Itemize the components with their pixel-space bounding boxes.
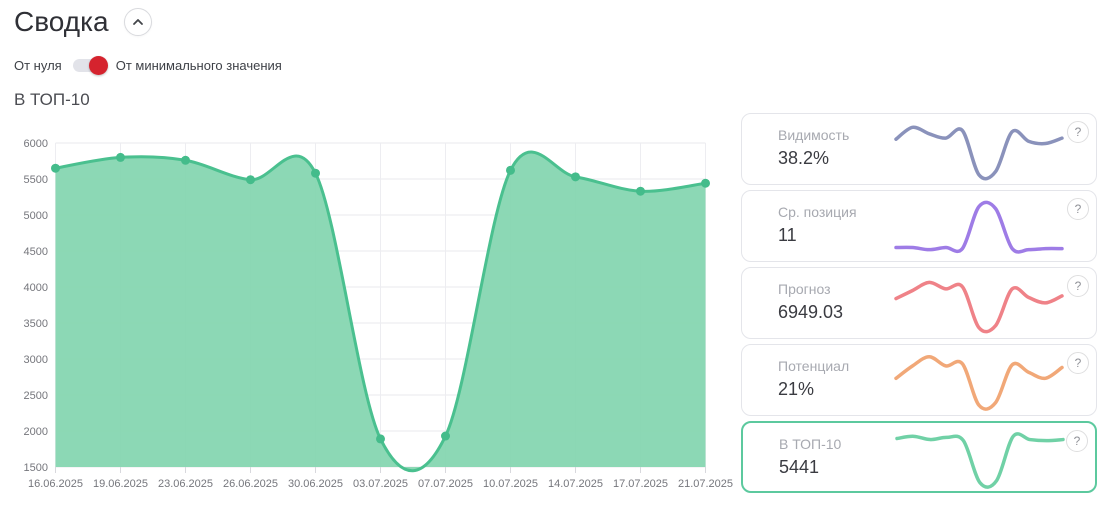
- svg-text:16.06.2025: 16.06.2025: [28, 478, 83, 490]
- switch-knob[interactable]: [88, 56, 108, 75]
- metric-label: Ср. позиция: [778, 204, 857, 220]
- svg-text:1500: 1500: [24, 462, 48, 474]
- svg-text:21.07.2025: 21.07.2025: [678, 478, 733, 490]
- metric-card-top10[interactable]: В ТОП-10 5441 ?: [741, 421, 1097, 493]
- svg-text:2500: 2500: [24, 390, 48, 402]
- metric-label: Потенциал: [778, 358, 850, 374]
- visibility-sparkline: [894, 125, 1064, 181]
- svg-text:19.06.2025: 19.06.2025: [93, 478, 148, 490]
- svg-text:14.07.2025: 14.07.2025: [548, 478, 603, 490]
- metric-value: 11: [778, 225, 797, 245]
- metric-value: 38.2%: [778, 148, 830, 168]
- svg-text:5500: 5500: [24, 174, 48, 186]
- svg-text:4500: 4500: [24, 246, 48, 258]
- toggle-label-from-zero[interactable]: От нуля: [14, 58, 62, 73]
- svg-text:17.07.2025: 17.07.2025: [613, 478, 668, 490]
- chevron-up-icon: [132, 19, 143, 25]
- toggle-label-from-min[interactable]: От минимального значения: [115, 58, 282, 73]
- svg-text:07.07.2025: 07.07.2025: [418, 478, 473, 490]
- metric-label: Видимость: [778, 127, 850, 143]
- svg-text:6000: 6000: [24, 138, 48, 150]
- chart-title: В ТОП-10: [14, 90, 90, 109]
- metric-value: 6949.03: [778, 302, 844, 322]
- metric-card-visibility[interactable]: Видимость 38.2% ?: [741, 113, 1097, 185]
- svg-text:5000: 5000: [24, 210, 48, 222]
- help-icon[interactable]: ?: [1066, 430, 1088, 452]
- help-icon[interactable]: ?: [1067, 198, 1089, 220]
- metric-value: 21%: [778, 379, 815, 399]
- scale-mode-switch[interactable]: [72, 56, 108, 75]
- help-icon[interactable]: ?: [1067, 275, 1089, 297]
- svg-text:3500: 3500: [24, 318, 48, 330]
- help-icon[interactable]: ?: [1067, 121, 1089, 143]
- svg-text:23.06.2025: 23.06.2025: [158, 478, 213, 490]
- svg-text:30.06.2025: 30.06.2025: [288, 478, 343, 490]
- metric-card-potential[interactable]: Потенциал 21% ?: [741, 344, 1097, 416]
- metric-card-forecast[interactable]: Прогноз 6949.03 ?: [741, 267, 1097, 339]
- potential-sparkline: [894, 354, 1064, 411]
- collapse-section-button[interactable]: [123, 8, 152, 36]
- scale-mode-toggle-row: От нуля От минимального значения: [14, 56, 282, 75]
- metric-value: 5441: [779, 457, 820, 477]
- metric-label: Прогноз: [778, 281, 831, 297]
- top10-sparkline: [895, 432, 1065, 489]
- help-icon[interactable]: ?: [1067, 352, 1089, 374]
- page-title: Сводка: [14, 6, 109, 37]
- page-header: Сводка: [14, 6, 152, 38]
- top10-area-chart[interactable]: 1500 2000 2500 3000 3500 4000 4500 5000 5500 6000…: [0, 130, 740, 508]
- metric-label: В ТОП-10: [779, 436, 842, 452]
- svg-text:03.07.2025: 03.07.2025: [353, 478, 408, 490]
- svg-text:3000: 3000: [24, 354, 48, 366]
- svg-text:4000: 4000: [24, 282, 48, 294]
- svg-text:26.06.2025: 26.06.2025: [223, 478, 278, 490]
- avg-position-sparkline: [894, 200, 1064, 254]
- svg-text:10.07.2025: 10.07.2025: [483, 478, 538, 490]
- metric-cards: Видимость 38.2% ? Ср. позиция 11 ? Прогн…: [741, 113, 1097, 493]
- forecast-sparkline: [894, 280, 1064, 334]
- svg-text:2000: 2000: [24, 426, 48, 438]
- metric-card-avg-position[interactable]: Ср. позиция 11 ?: [741, 190, 1097, 262]
